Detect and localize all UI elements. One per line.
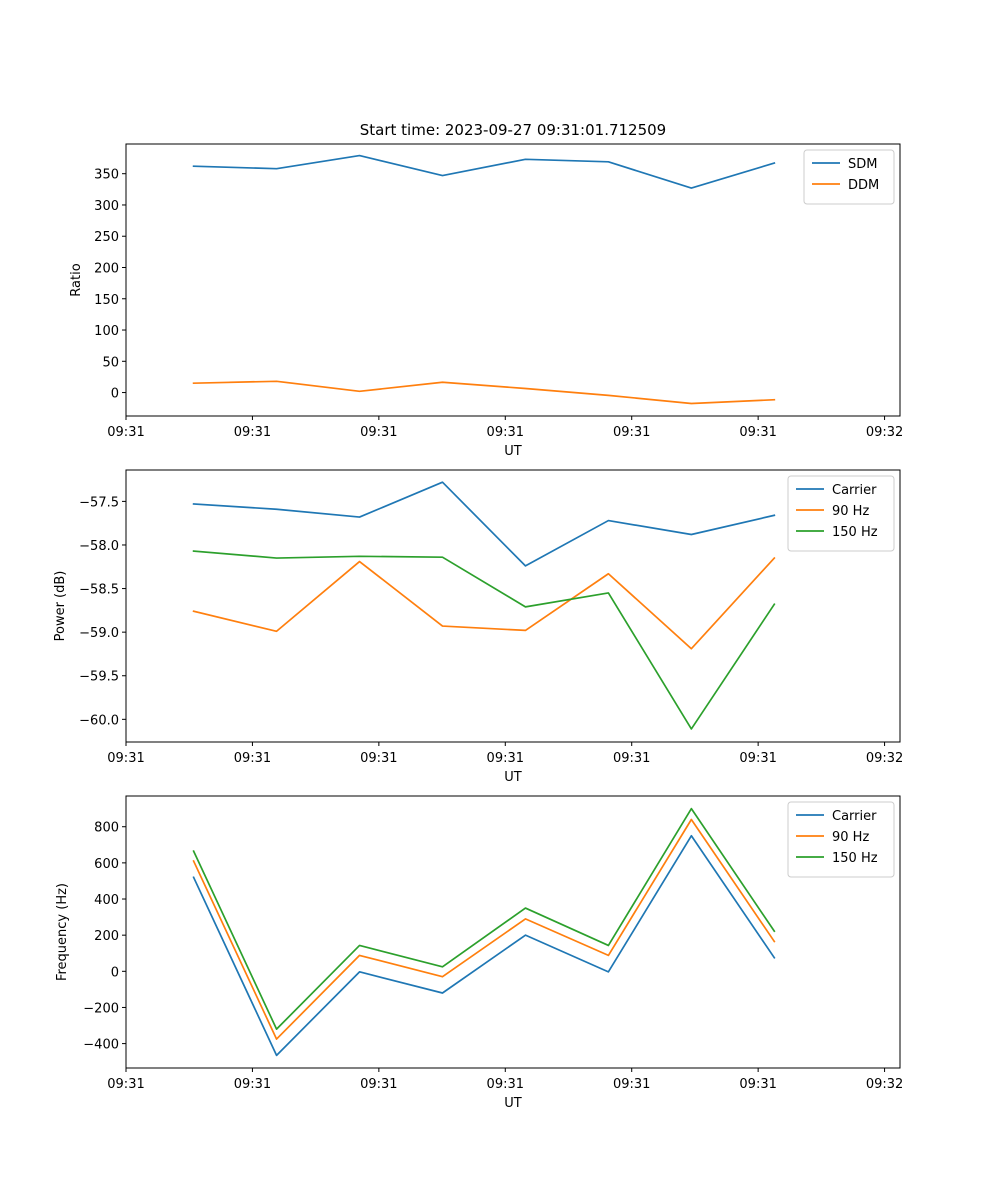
legend-label: Carrier <box>832 483 877 498</box>
x-tick-label: 09:31 <box>234 751 271 766</box>
y-tick-label: 0 <box>111 965 119 980</box>
y-tick-label: 350 <box>94 168 119 183</box>
legend: SDM DDM <box>803 149 895 205</box>
legend-label: 90 Hz <box>832 830 869 845</box>
x-tick-label: 09:31 <box>487 425 524 440</box>
plot-frame <box>125 795 901 1069</box>
y-tick-label: 200 <box>94 261 119 276</box>
legend-label: 150 Hz <box>832 525 878 540</box>
x-tick-label: 09:31 <box>613 425 650 440</box>
series-line-90-hz <box>192 818 776 1040</box>
x-axis-label: UT <box>504 444 522 459</box>
legend-label: DDM <box>848 178 879 193</box>
legend-label: SDM <box>848 157 877 172</box>
x-tick-label: 09:31 <box>107 751 144 766</box>
figure-title: Start time: 2023-09-27 09:31:01.712509 <box>360 121 666 139</box>
x-tick-label: 09:31 <box>487 751 524 766</box>
chart-ratio: 09:31 09:31 09:31 09:31 09:31 09:31 09:32 0 50 10… <box>69 143 903 459</box>
legend-box <box>787 801 895 878</box>
series-line-carrier <box>192 481 776 567</box>
y-tick-label: 150 <box>94 293 119 308</box>
series-line-150-hz <box>192 807 776 1030</box>
legend-label: Carrier <box>832 809 877 824</box>
y-tick-label: −58.0 <box>79 539 119 554</box>
x-tick-label: 09:32 <box>866 751 903 766</box>
y-axis-label: Power (dB) <box>53 571 68 642</box>
x-tick-label: 09:31 <box>613 1077 650 1092</box>
plot-frame <box>125 143 901 417</box>
series-line-carrier <box>192 834 776 1057</box>
y-tick-label: −59.5 <box>79 670 119 685</box>
series-line-ddm <box>192 380 776 405</box>
x-tick-label: 09:32 <box>866 1077 903 1092</box>
legend: Carrier 90 Hz 150 Hz <box>787 801 895 878</box>
y-tick-label: 600 <box>94 857 119 872</box>
y-tick-label: −200 <box>83 1001 119 1016</box>
series-line-sdm <box>192 154 776 189</box>
y-tick-label: 400 <box>94 893 119 908</box>
chart-frequency: 09:31 09:31 09:31 09:31 09:31 09:31 09:32 −400 −… <box>55 795 903 1111</box>
y-tick-label: −59.0 <box>79 626 119 641</box>
y-tick-label: −60.0 <box>79 713 119 728</box>
series-line-90-hz <box>192 556 776 650</box>
x-axis-label: UT <box>504 1096 522 1111</box>
x-tick-label: 09:31 <box>234 425 271 440</box>
plot-frame <box>125 469 901 743</box>
legend-label: 90 Hz <box>832 504 869 519</box>
y-axis-label: Ratio <box>69 263 84 296</box>
chart-power: 09:31 09:31 09:31 09:31 09:31 09:31 09:32 −60.0… <box>53 469 903 785</box>
x-tick-label: 09:31 <box>739 751 776 766</box>
y-tick-label: 300 <box>94 199 119 214</box>
x-tick-label: 09:31 <box>107 1077 144 1092</box>
legend-box <box>787 475 895 552</box>
x-tick-label: 09:31 <box>360 425 397 440</box>
y-tick-label: −58.5 <box>79 583 119 598</box>
legend: Carrier 90 Hz 150 Hz <box>787 475 895 552</box>
y-tick-label: 0 <box>111 387 119 402</box>
y-tick-label: −57.5 <box>79 495 119 510</box>
x-tick-label: 09:31 <box>613 751 650 766</box>
x-tick-label: 09:31 <box>234 1077 271 1092</box>
x-tick-label: 09:31 <box>360 1077 397 1092</box>
y-tick-label: 250 <box>94 230 119 245</box>
x-tick-label: 09:31 <box>360 751 397 766</box>
x-tick-label: 09:32 <box>866 425 903 440</box>
y-tick-label: −400 <box>83 1038 119 1053</box>
y-tick-label: 50 <box>102 355 119 370</box>
y-axis-label: Frequency (Hz) <box>55 883 70 981</box>
x-tick-label: 09:31 <box>487 1077 524 1092</box>
y-tick-label: 800 <box>94 821 119 836</box>
x-tick-label: 09:31 <box>739 1077 776 1092</box>
x-axis-label: UT <box>504 770 522 785</box>
x-tick-label: 09:31 <box>739 425 776 440</box>
series-line-150-hz <box>192 550 776 730</box>
y-tick-label: 200 <box>94 929 119 944</box>
legend-label: 150 Hz <box>832 851 878 866</box>
y-tick-label: 100 <box>94 324 119 339</box>
x-tick-label: 09:31 <box>107 425 144 440</box>
